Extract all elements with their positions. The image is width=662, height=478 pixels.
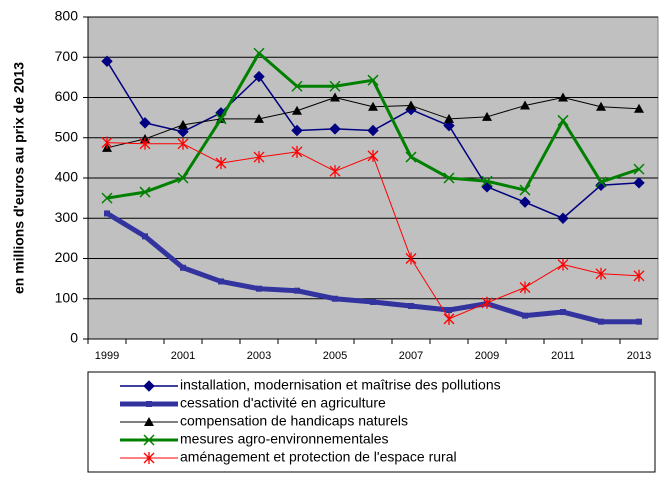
marker <box>144 417 154 426</box>
x-tick-label: 2011 <box>551 350 575 362</box>
marker <box>557 212 569 224</box>
marker <box>101 136 113 149</box>
marker <box>253 47 265 59</box>
y-tick-label: 800 <box>55 8 79 24</box>
marker <box>557 258 569 271</box>
marker <box>253 151 265 164</box>
marker <box>405 151 417 163</box>
marker <box>481 175 493 187</box>
marker <box>598 318 604 325</box>
marker <box>557 114 569 126</box>
marker <box>633 163 645 175</box>
marker <box>294 287 300 294</box>
marker <box>519 196 531 208</box>
marker <box>481 296 493 309</box>
marker <box>558 92 568 102</box>
marker <box>368 101 378 111</box>
marker <box>633 269 645 282</box>
marker <box>101 55 113 67</box>
marker <box>254 113 264 123</box>
y-axis-label: en millions d'euros au prix de 2013 <box>11 62 27 294</box>
y-tick-label: 700 <box>55 48 79 64</box>
marker <box>522 312 528 319</box>
marker <box>143 434 155 446</box>
marker <box>177 137 189 150</box>
marker <box>256 285 262 292</box>
marker <box>253 70 265 83</box>
marker <box>560 309 566 316</box>
marker <box>332 295 338 302</box>
marker <box>443 119 455 132</box>
marker <box>330 92 340 102</box>
y-tick-label: 200 <box>55 249 79 265</box>
marker <box>178 119 188 129</box>
x-tick-label: 2005 <box>323 350 347 362</box>
marker <box>444 113 454 123</box>
marker <box>595 176 607 188</box>
legend <box>87 371 656 473</box>
x-tick-label: 2013 <box>627 350 651 362</box>
marker <box>443 312 455 325</box>
y-tick-label: 100 <box>55 289 79 305</box>
x-tick-label: 2009 <box>475 350 499 362</box>
marker <box>146 401 152 407</box>
marker <box>139 186 151 198</box>
x-tick-label: 2003 <box>247 350 271 362</box>
marker <box>633 177 645 189</box>
marker <box>634 103 644 113</box>
marker <box>177 172 189 184</box>
x-tick-label: 2007 <box>399 350 423 362</box>
marker <box>446 307 452 314</box>
marker <box>482 111 492 121</box>
marker <box>367 149 379 162</box>
marker <box>218 278 224 285</box>
legend-label: installation, modernisation et maîtrise … <box>180 377 501 393</box>
marker <box>142 233 148 240</box>
marker <box>101 192 113 204</box>
x-tick-label: 1999 <box>95 350 119 362</box>
marker <box>291 124 303 137</box>
marker <box>367 124 379 137</box>
marker <box>143 380 155 392</box>
y-tick-label: 600 <box>55 88 79 104</box>
marker <box>443 172 455 184</box>
marker <box>177 126 189 138</box>
marker <box>519 281 531 294</box>
marker <box>291 80 303 92</box>
marker <box>329 165 341 178</box>
marker <box>370 298 376 305</box>
marker <box>520 100 530 110</box>
y-tick-label: 400 <box>55 169 79 185</box>
marker <box>596 101 606 111</box>
marker <box>406 100 416 110</box>
marker <box>292 105 302 115</box>
y-tick-label: 300 <box>55 209 79 225</box>
marker <box>405 252 417 265</box>
marker <box>519 184 531 196</box>
marker <box>595 267 607 280</box>
marker <box>408 302 414 309</box>
marker <box>104 210 110 217</box>
legend-label: aménagement et protection de l'espace ru… <box>180 449 457 465</box>
marker <box>215 157 227 170</box>
marker <box>139 117 151 129</box>
marker <box>215 113 227 125</box>
legend-label: cessation d'activité en agriculture <box>180 395 386 411</box>
marker <box>636 318 642 325</box>
marker <box>329 123 341 135</box>
marker <box>180 264 186 271</box>
y-tick-label: 0 <box>70 330 78 346</box>
marker <box>143 452 155 464</box>
legend-label: mesures agro-environnementales <box>180 431 389 447</box>
marker <box>329 80 341 92</box>
marker <box>367 74 379 86</box>
y-tick-label: 500 <box>55 128 79 144</box>
x-tick-label: 2001 <box>171 350 195 362</box>
legend-label: compensation de handicaps naturels <box>180 413 408 429</box>
marker <box>139 137 151 150</box>
marker <box>291 145 303 158</box>
